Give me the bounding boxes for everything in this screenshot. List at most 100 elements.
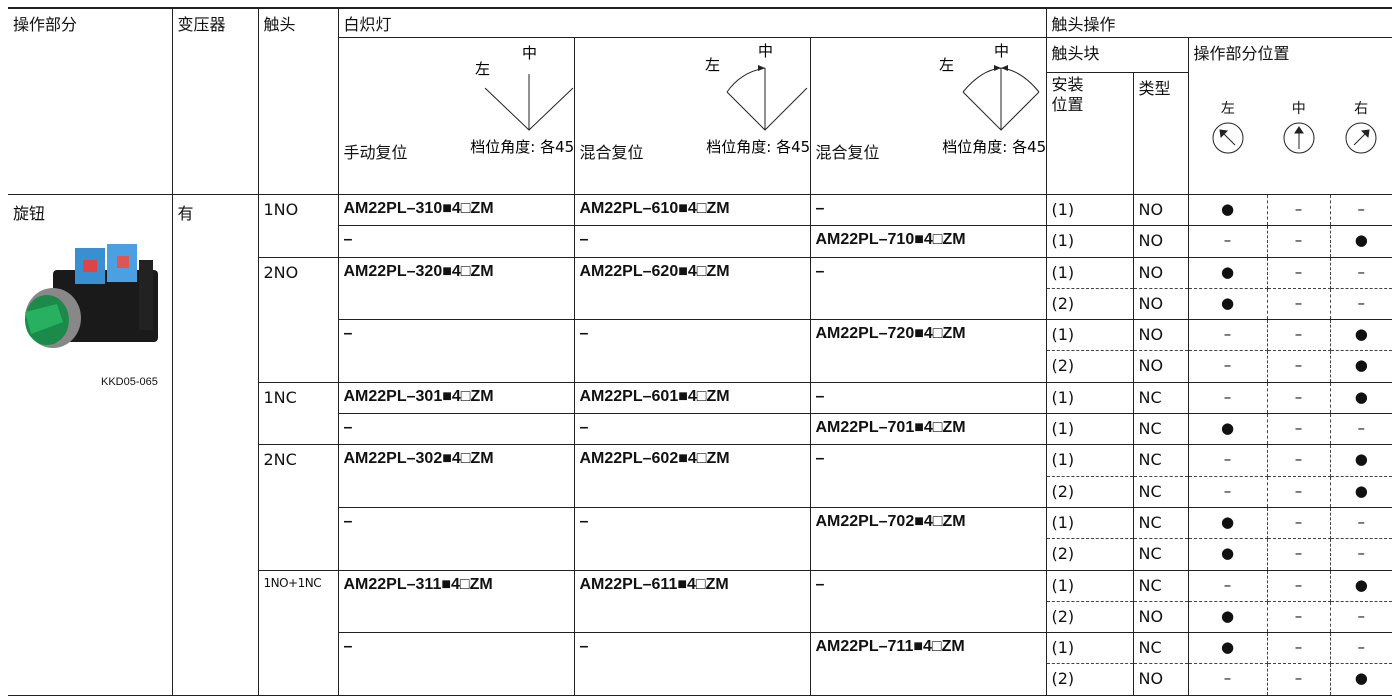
position-cell: ●: [1188, 257, 1267, 288]
dial-label: 左: [1221, 101, 1235, 117]
position-cell: –: [1267, 633, 1330, 664]
model-cell: –: [338, 226, 574, 257]
position-cell: –: [1267, 257, 1330, 288]
reset-header: 混合复位 左 中 右 档位角度: 各45°: [574, 38, 810, 195]
header-cell: 类型: [1133, 73, 1188, 195]
model-cell: AM22PL–311■4□ZM: [338, 570, 574, 633]
position-cell: ●: [1330, 382, 1392, 413]
position-cell: ●: [1330, 351, 1392, 382]
type-cell: NO: [1133, 226, 1188, 257]
model-cell: –: [338, 633, 574, 696]
mount-cell: (1): [1046, 195, 1133, 226]
type-cell: NO: [1133, 351, 1188, 382]
position-cell: –: [1330, 195, 1392, 226]
type-cell: NC: [1133, 507, 1188, 538]
dial-label: 左: [939, 56, 954, 74]
model-cell: AM22PL–301■4□ZM: [338, 382, 574, 413]
position-cell: –: [1330, 414, 1392, 445]
position-cell: –: [1188, 664, 1267, 695]
position-cell: –: [1267, 382, 1330, 413]
position-cell: ●: [1188, 195, 1267, 226]
position-cell: ●: [1188, 633, 1267, 664]
type-cell: NC: [1133, 445, 1188, 476]
position-cell: ●: [1330, 570, 1392, 601]
mount-cell: (2): [1046, 601, 1133, 632]
type-cell: NO: [1133, 195, 1188, 226]
reset-header: 手动复位 左 中 右 档位角度: 各45°: [338, 38, 574, 195]
position-cell: –: [1267, 476, 1330, 507]
position-cell: –: [1267, 320, 1330, 351]
table-header: 操作部分 变压器 触头 白炽灯 触头操作 手动复位 左 中 右 档位角度: 各4…: [8, 8, 1392, 195]
position-cell: –: [1330, 288, 1392, 319]
type-cell: NC: [1133, 414, 1188, 445]
position-cell: –: [1188, 320, 1267, 351]
mount-cell: (1): [1046, 382, 1133, 413]
position-cell: –: [1330, 601, 1392, 632]
header-cell: 触头: [258, 8, 338, 195]
diagram-lines: [727, 68, 807, 130]
diagram-lines: [963, 68, 1039, 130]
mount-cell: (2): [1046, 539, 1133, 570]
mount-cell: (1): [1046, 507, 1133, 538]
type-cell: NO: [1133, 257, 1188, 288]
position-cell: –: [1188, 570, 1267, 601]
position-cell: ●: [1330, 320, 1392, 351]
model-cell: AM22PL–720■4□ZM: [810, 320, 1046, 383]
position-cell: –: [1330, 633, 1392, 664]
dial-icon: [1279, 118, 1319, 158]
header-cell: 操作部分: [8, 8, 172, 195]
position-cell: –: [1330, 257, 1392, 288]
model-cell: AM22PL–701■4□ZM: [810, 414, 1046, 445]
position-cell: –: [1267, 539, 1330, 570]
dial: 左: [1189, 62, 1268, 162]
dial-label: 右: [1354, 101, 1368, 117]
model-cell: –: [338, 320, 574, 383]
position-cell: –: [1267, 601, 1330, 632]
position-cell: –: [1267, 288, 1330, 319]
position-cell: –: [1267, 226, 1330, 257]
mount-cell: (2): [1046, 351, 1133, 382]
position-cell: ●: [1188, 601, 1267, 632]
position-cell: ●: [1188, 288, 1267, 319]
position-cell: ●: [1330, 445, 1392, 476]
dial-label: 左: [705, 56, 720, 74]
mount-cell: (1): [1046, 570, 1133, 601]
model-cell: –: [574, 507, 810, 570]
position-cell: ●: [1330, 226, 1392, 257]
position-cell: –: [1267, 507, 1330, 538]
model-cell: AM22PL–611■4□ZM: [574, 570, 810, 633]
position-cell: –: [1188, 382, 1267, 413]
type-cell: NO: [1133, 288, 1188, 319]
contact-cell: 1NC: [258, 382, 338, 445]
mount-cell: (1): [1046, 633, 1133, 664]
position-cell: ●: [1188, 414, 1267, 445]
position-cell: –: [1267, 445, 1330, 476]
mount-cell: (1): [1046, 414, 1133, 445]
type-cell: NO: [1133, 664, 1188, 695]
header-cell: 触头块: [1046, 38, 1188, 73]
model-cell: –: [574, 320, 810, 383]
dial-label: 中: [1292, 101, 1306, 117]
position-cell: –: [1188, 226, 1267, 257]
header-cell: 触头操作: [1046, 8, 1392, 38]
mount-cell: (2): [1046, 664, 1133, 695]
model-cell: AM22PL–702■4□ZM: [810, 507, 1046, 570]
angle-diagram: 左 中 右 档位角度: 各45°: [413, 40, 574, 158]
position-cell: –: [1188, 476, 1267, 507]
dial-label: 中: [522, 44, 537, 62]
dial-icon: [1208, 118, 1248, 158]
arrow-head: [758, 65, 765, 71]
position-cell: –: [1267, 570, 1330, 601]
diagram-lines: [485, 74, 573, 130]
model-cell: –: [810, 445, 1046, 508]
model-cell: AM22PL–610■4□ZM: [574, 195, 810, 226]
angle-note: 档位角度: 各45°: [942, 138, 1046, 156]
model-cell: –: [810, 570, 1046, 633]
dial-label: 中: [758, 42, 773, 60]
position-cell: –: [1330, 539, 1392, 570]
reset-title: 手动复位: [344, 143, 408, 162]
type-cell: NC: [1133, 633, 1188, 664]
position-cell: ●: [1330, 664, 1392, 695]
